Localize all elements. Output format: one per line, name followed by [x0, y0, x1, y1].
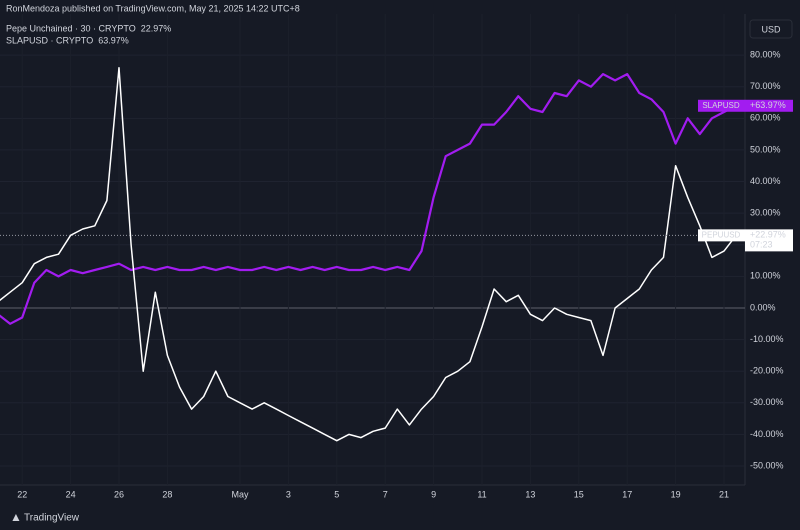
plot-area — [0, 66, 737, 442]
x-tick-label: 7 — [383, 489, 388, 499]
x-tick-label: 17 — [622, 489, 632, 499]
currency-box — [749, 19, 793, 39]
series-line — [0, 73, 737, 325]
y-tick-label: 70.00% — [750, 81, 781, 91]
x-tick-label: 22 — [17, 489, 27, 499]
y-tick-label: 50.00% — [750, 144, 781, 154]
x-tick-label: 9 — [431, 489, 436, 499]
price-tag — [745, 99, 793, 112]
ticker-tag — [698, 99, 745, 112]
ticker-tag-label: PEPUUSD — [702, 230, 741, 239]
logo: ▲ — [10, 510, 22, 524]
legend-name: SLAPUSD · CRYPTO — [6, 35, 93, 45]
ticker-tag-label: SLAPUSD — [702, 101, 740, 110]
y-tick-label: 60.00% — [750, 113, 781, 123]
branding-text: TradingView — [24, 513, 80, 524]
countdown: 07:23 — [750, 240, 773, 250]
x-tick-label: 24 — [66, 489, 76, 499]
y-tick-label: -10.00% — [750, 334, 784, 344]
x-tick-label: 19 — [671, 489, 681, 499]
ticker-tag — [698, 229, 745, 242]
x-tick-label: 3 — [286, 489, 291, 499]
y-tick-label: 10.00% — [750, 271, 781, 281]
price-tag-label: +22.97% — [750, 230, 786, 240]
currency: USD — [761, 24, 781, 34]
y-tick-label: -20.00% — [750, 366, 784, 376]
y-tick-label: -30.00% — [750, 397, 784, 407]
x-tick-label: 21 — [719, 489, 729, 499]
x-tick-label: May — [231, 489, 249, 499]
y-tick-label: 0.00% — [750, 302, 776, 312]
y-tick-label: 30.00% — [750, 208, 781, 218]
y-tick-label: -50.00% — [750, 460, 784, 470]
series-line — [0, 66, 737, 442]
x-tick-label: 28 — [162, 489, 172, 499]
header: RonMendoza published on TradingView.com,… — [6, 3, 300, 13]
legend-value: 22.97% — [141, 23, 172, 33]
y-tick-label: 80.00% — [750, 49, 781, 59]
price-tag-label: +63.97% — [750, 100, 786, 110]
legend-value: 63.97% — [98, 35, 129, 45]
x-tick-label: 13 — [525, 489, 535, 499]
x-tick-label: 11 — [477, 489, 486, 499]
price-tag — [745, 229, 793, 252]
x-tick-label: 15 — [574, 489, 584, 499]
x-tick-label: 26 — [114, 489, 124, 499]
y-tick-label: -40.00% — [750, 429, 784, 439]
x-tick-label: 5 — [334, 489, 339, 499]
legend-name: Pepe Unchained · 30 · CRYPTO — [6, 23, 136, 33]
y-tick-label: 40.00% — [750, 176, 781, 186]
branding: ▲ TradingView — [10, 510, 80, 524]
